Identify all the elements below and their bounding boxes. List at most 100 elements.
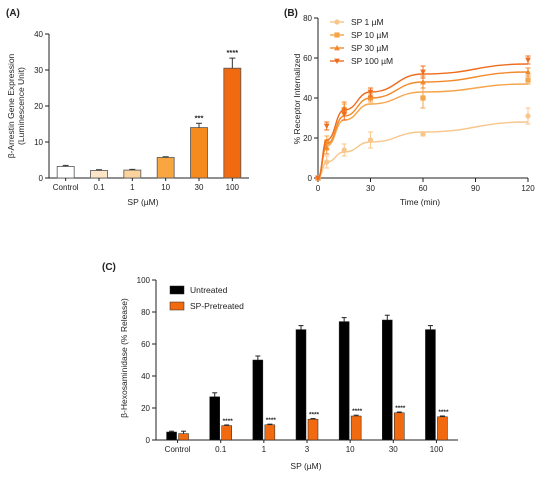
panel-c-bar [221,425,232,441]
panel-c-x-tick-label: 3 [305,445,310,454]
panel-b-y-tick-label: 0 [308,174,313,183]
panel-a-bar [223,67,242,179]
panel-b-x-tick-label: 0 [316,184,321,193]
panel-a-x-tick-label: 10 [161,183,170,192]
panel-b: (B) % Receptor Internalized Time (min) 0… [284,8,535,207]
panel-c-letter: (C) [102,262,116,273]
panel-a-y-axis-title-line: β-Arrestin Gene Expression [6,53,16,158]
panel-b-point [315,175,321,182]
panel-a-x-tick-label: 0.1 [93,183,105,192]
panel-a-bar [190,127,208,179]
panel-c: (C) β-Hexosaminidase (% Release) SP (µM)… [102,262,458,471]
panel-b-x-tick-label: 90 [471,184,480,193]
panel-a-bar [56,166,75,179]
panel-b-point [420,131,426,137]
panel-c-bar [166,431,177,441]
panel-b-point [525,113,531,119]
panel-c-bar [295,329,307,441]
panel-a-significance: **** [226,48,238,57]
panel-b-point [367,89,374,96]
panel-a-letter: (A) [6,8,20,19]
panel-c-bar [382,319,393,441]
panel-c-significance: **** [395,405,406,412]
panel-b-legend-label: SP 30 µM [351,43,388,53]
panel-c-y-tick-label: 0 [146,436,151,445]
panel-b-point [323,144,330,151]
panel-c-y-tick-label: 60 [141,340,150,349]
panel-a-x-tick-label: 1 [130,183,135,192]
panel-c-bar [178,433,189,441]
panel-b-y-tick-label: 80 [303,14,312,23]
panel-b-x-tick-label: 30 [366,184,375,193]
panel-b-point [341,147,347,153]
panel-a-y-axis-title-line: (Luminescence Unit) [16,67,26,145]
panel-c-x-tick-label: 10 [346,445,355,454]
panel-c-x-tick-label: 1 [262,445,267,454]
panel-c-y-tick-label: 100 [137,276,151,285]
panel-b-x-axis-title: Time (min) [400,197,440,207]
panel-b-x-tick-label: 120 [521,184,535,193]
panel-c-legend-label: Untreated [190,285,228,295]
panel-b-point [367,137,374,143]
panel-c-bar [394,412,405,441]
panel-c-legend-label: SP-Pretreated [190,301,244,311]
panel-c-bar [350,415,362,441]
panel-b-point [525,77,531,83]
panel-c-bar [425,329,436,441]
panel-a-y-tick-label: 0 [39,174,44,183]
panel-c-bar [437,416,448,441]
panel-c-significance: **** [352,408,363,415]
panel-b-y-axis-title: % Receptor Internalized [292,53,302,144]
panel-c-y-tick-label: 80 [141,308,150,317]
panel-b-legend-marker [334,19,340,25]
panel-b-letter: (B) [284,8,298,19]
panel-b-legend-label: SP 1 µM [351,17,384,27]
panel-c-significance: **** [438,409,449,416]
panel-c-bar [307,418,319,441]
panel-c-bar [252,359,264,441]
panel-b-y-tick-label: 40 [303,94,312,103]
panel-b-y-tick-label: 20 [303,134,312,143]
panel-a-bar [156,157,175,179]
panel-a-bar [123,169,142,179]
panel-a-y-tick-label: 10 [34,138,43,147]
panel-a: (A) β-Arrestin Gene Expression (Luminesce… [6,8,249,207]
panel-a-x-tick-label: Control [53,183,79,192]
panel-c-significance: **** [223,418,234,425]
panel-b-legend-marker [334,58,340,65]
panel-c-legend-swatch [169,285,185,295]
panel-b-x-tick-label: 60 [419,184,428,193]
panel-b-point [420,95,426,101]
panel-a-significance: *** [195,113,204,122]
panel-c-y-axis-title: β-Hexosaminidase (% Release) [119,298,129,418]
panel-a-bar [90,170,108,179]
panel-c-bar [209,396,220,441]
panel-c-bar [264,424,276,441]
panel-b-point [323,123,330,130]
panel-c-x-tick-label: 30 [389,445,398,454]
panel-a-x-axis-title: SP (µM) [127,197,158,207]
panel-a-x-tick-label: 30 [195,183,204,192]
panel-b-fit-line [317,63,529,179]
panel-c-x-axis-title: SP (µM) [290,461,321,471]
panel-c-bar [338,321,350,441]
panel-a-y-tick-label: 20 [34,102,43,111]
panel-c-y-tick-label: 20 [141,404,150,413]
panel-a-x-tick-label: 100 [226,183,240,192]
panel-b-point [341,111,348,118]
panel-b-legend-label: SP 100 µM [351,56,393,66]
panel-c-significance: **** [309,412,320,419]
panel-b-y-tick-label: 60 [303,54,312,63]
panel-b-legend-marker [334,44,340,51]
panel-b-point [525,57,531,64]
panel-c-x-tick-label: 0.1 [215,445,227,454]
panel-c-significance: **** [266,417,277,424]
panel-a-y-axis-title: β-Arrestin Gene Expression (Luminescence … [6,53,26,158]
panel-a-y-tick-label: 40 [34,30,43,39]
panel-b-point [525,68,531,75]
panel-a-y-tick-label: 30 [34,66,43,75]
panel-c-x-tick-label: 100 [430,445,444,454]
panel-b-legend-marker [334,32,340,38]
panel-c-y-tick-label: 40 [141,372,150,381]
